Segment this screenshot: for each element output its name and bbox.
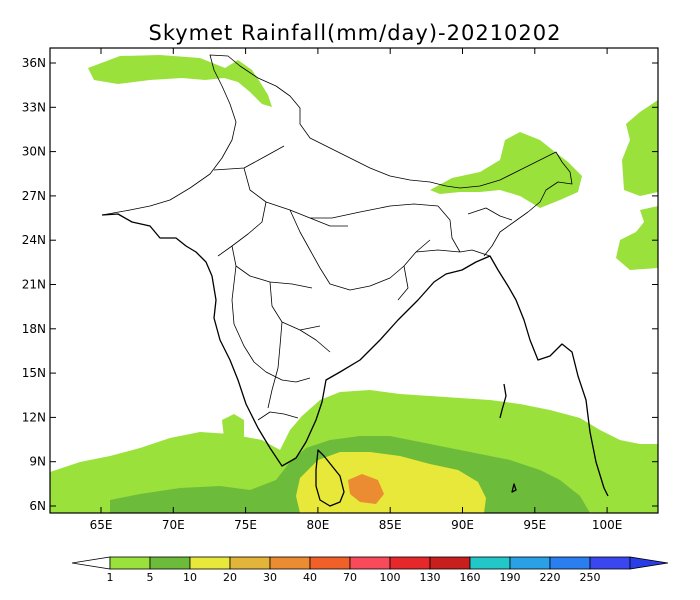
x-tick-label: 75E [234,518,257,532]
colorbar-segment [309,556,351,570]
colorbar-segment [469,556,511,570]
colorbar-segment [509,556,551,570]
y-tick-label: 15N [22,366,46,380]
y-tick-label: 18N [22,322,46,336]
colorbar-segment [269,556,311,570]
y-tick-label: 36N [22,56,46,70]
rainfall-area-far-east-top [622,100,658,196]
india-coastline [101,213,609,497]
colorbar-label: 220 [540,571,561,584]
nicobar-islands [511,483,517,493]
x-tick-label: 70E [162,518,185,532]
colorbar-segment [429,556,471,570]
x-axis: 65E 70E 75E 80E 85E 90E 95E 100E [90,48,623,532]
colorbar-segment [229,556,271,570]
x-tick-label: 85E [379,518,402,532]
colorbar-segment [149,556,191,570]
map-boundaries [101,54,609,507]
rainfall-area-northeast [430,132,582,208]
colorbar-label: 130 [420,571,441,584]
colorbar-label: 5 [147,571,154,584]
rainfall-area-yellow-core [296,452,486,513]
y-tick-label: 12N [22,410,46,424]
x-tick-label: 100E [592,518,623,532]
india-northern-border [101,54,573,257]
y-tick-label: 9N [29,455,46,469]
y-tick-label: 33N [22,100,46,114]
rainfall-area-far-east-middle [616,206,658,270]
colorbar-segment [389,556,431,570]
plot-area [49,47,659,514]
y-tick-label: 24N [22,233,46,247]
rainfall-area-west-coast-patch [222,414,244,444]
y-tick-label: 30N [22,145,46,159]
colorbar-segment [589,556,631,570]
india-state-borders [213,145,513,421]
colorbar-label: 160 [460,571,481,584]
colorbar-label: 10 [183,571,197,584]
map-title: Skymet Rainfall(mm/day)-20210202 [149,21,562,45]
colorbar-label: 250 [580,571,601,584]
plot-frame [49,47,659,514]
colorbar-under-triangle [71,556,111,570]
y-tick-label: 6N [29,499,46,513]
y-tick-label: 27N [22,189,46,203]
colorbar-label: 40 [303,571,317,584]
x-tick-label: 65E [90,518,113,532]
colorbar-label: 30 [263,571,277,584]
rainfall-area-northwest [88,55,272,107]
andaman-islands [499,383,507,419]
colorbar-segment [189,556,231,570]
colorbar-label: 1 [107,571,114,584]
colorbar-legend: 1 5 10 20 30 40 70 100 130 160 190 220 250 [71,556,669,584]
colorbar-label: 100 [380,571,401,584]
rainfall-fill-layer [50,55,658,513]
x-tick-label: 95E [523,518,546,532]
colorbar-label: 20 [223,571,237,584]
colorbar-over-triangle [629,556,669,570]
colorbar-segment [109,556,151,570]
y-tick-label: 21N [22,278,46,292]
sri-lanka-outline [315,449,345,507]
x-tick-label: 80E [306,518,329,532]
y-axis: 36N 33N 30N 27N 24N 21N 18N 15N 12N 9N 6N [22,56,658,513]
rainfall-area-orange-spot [348,474,384,504]
colorbar-segment [549,556,591,570]
x-tick-label: 90E [451,518,474,532]
colorbar-segment [349,556,391,570]
colorbar-label: 70 [343,571,357,584]
colorbar-label: 190 [500,571,521,584]
